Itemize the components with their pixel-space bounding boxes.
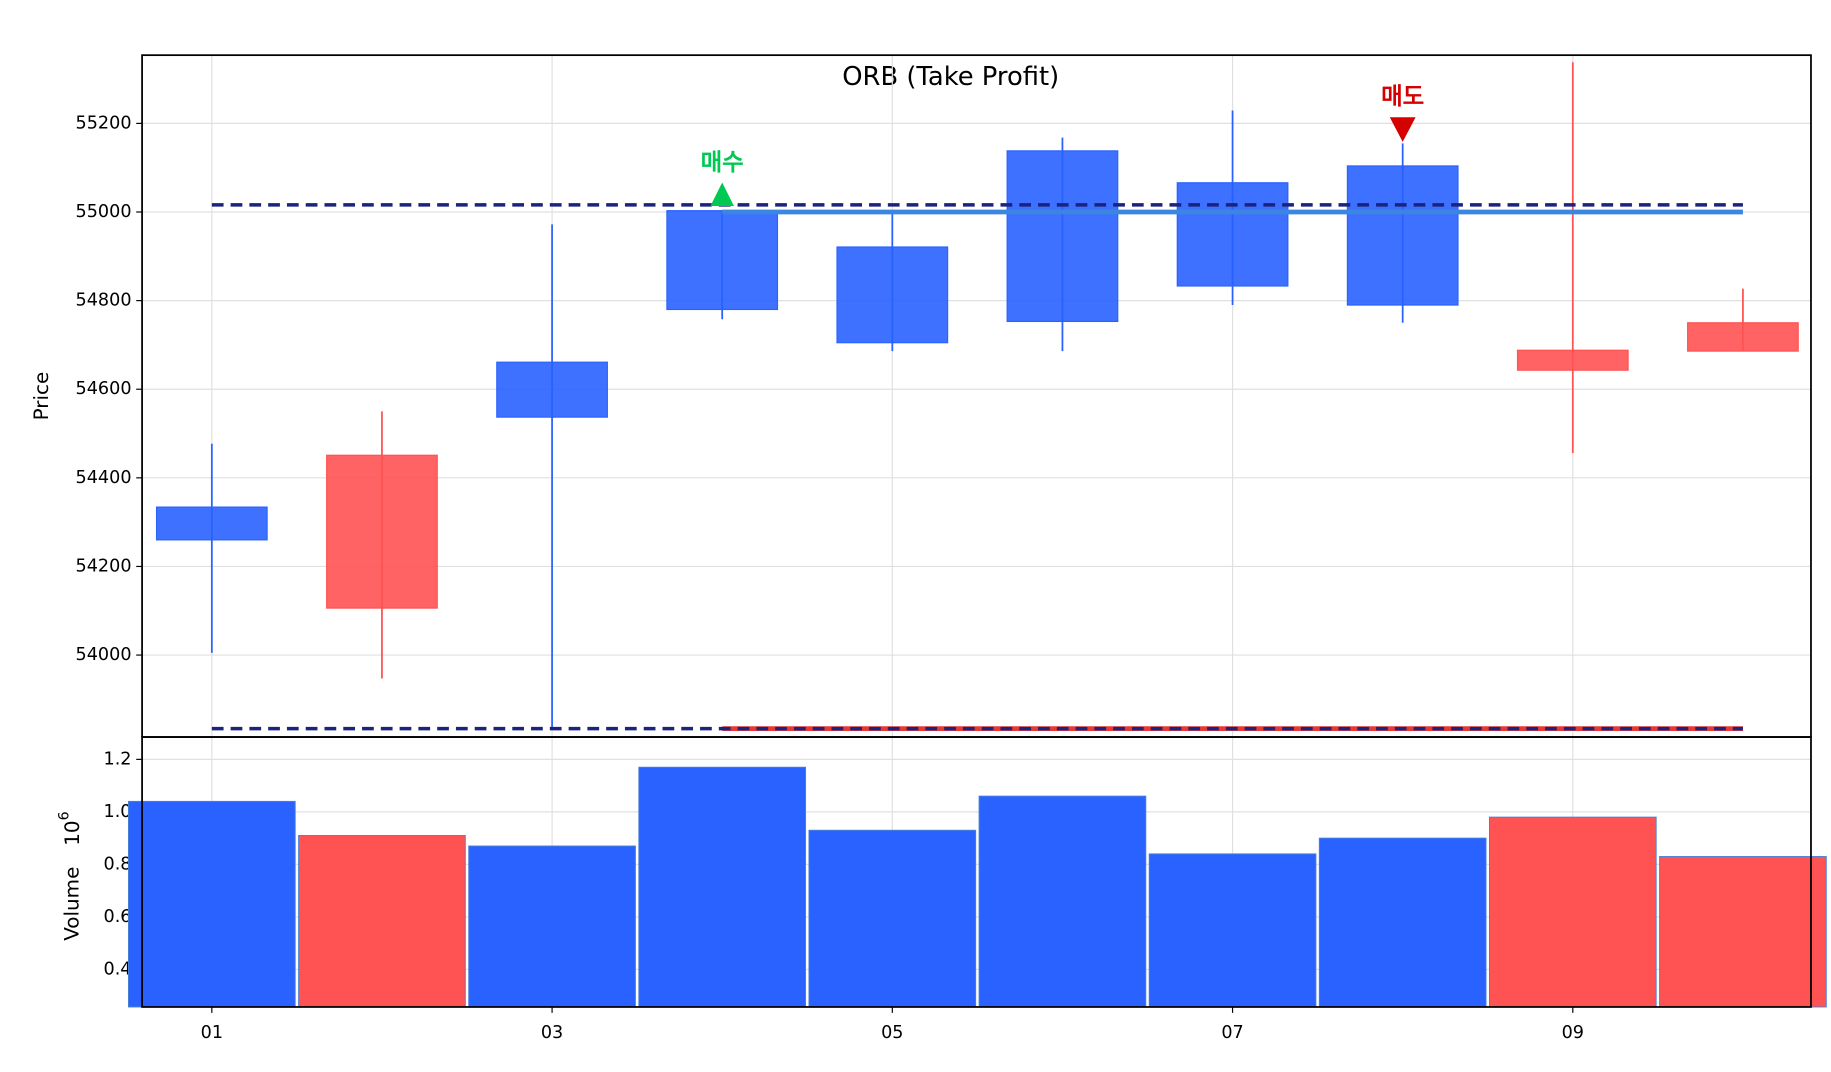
y-tick-label: 1.2 — [104, 749, 132, 769]
y-tick-label: 55200 — [76, 113, 132, 133]
trade-marker — [710, 182, 734, 206]
candle-body — [836, 246, 949, 344]
volume-bar — [978, 795, 1147, 1008]
candle-body — [1346, 165, 1459, 306]
volume-bar — [1659, 856, 1827, 1008]
x-tick-label: 03 — [541, 1023, 563, 1043]
y-tick-label: 54000 — [76, 645, 132, 665]
x-tick-label: 09 — [1562, 1023, 1584, 1043]
axis-offset: 106 — [57, 811, 84, 845]
y-tick-label: 0.8 — [104, 854, 132, 874]
candle-body — [326, 454, 438, 609]
y-tick-label: 1.0 — [104, 802, 132, 822]
y-axis-label: Volume — [59, 867, 83, 941]
chart-title: ORB (Take Profit) — [842, 62, 1059, 92]
offset-exponent: 6 — [57, 811, 73, 820]
candle-body — [1176, 182, 1289, 287]
plot-frame — [141, 54, 1812, 738]
y-tick-label: 54800 — [76, 291, 132, 311]
y-tick-label: 0.4 — [104, 959, 132, 979]
volume-bar — [298, 835, 466, 1008]
trade-label: 매도 — [1381, 82, 1424, 110]
trade-label: 매수 — [701, 148, 744, 176]
volume-bar — [468, 845, 636, 1008]
y-tick-label: 55000 — [76, 202, 132, 222]
volume-bar — [808, 829, 977, 1008]
volume-bar — [128, 800, 296, 1008]
volume-bar — [638, 766, 807, 1008]
x-tick-label: 01 — [201, 1023, 223, 1043]
candle-body — [1006, 150, 1119, 323]
x-tick-label: 07 — [1221, 1023, 1243, 1043]
y-tick-label: 54600 — [76, 379, 132, 399]
candle-body — [1516, 349, 1629, 371]
candle-body — [496, 361, 608, 418]
candle-body — [1687, 322, 1799, 352]
plot-frame — [141, 736, 1812, 1008]
x-tick-label: 05 — [881, 1023, 903, 1043]
volume-bar — [1488, 816, 1657, 1008]
offset-base: 10 — [59, 820, 83, 845]
candle-body — [155, 506, 268, 541]
trade-marker — [1389, 117, 1416, 142]
y-tick-label: 54200 — [76, 556, 132, 576]
volume-bar — [1318, 837, 1487, 1008]
y-tick-label: 0.6 — [104, 907, 132, 927]
candle-body — [666, 210, 779, 311]
y-axis-label: Price — [29, 372, 53, 421]
volume-bar — [1148, 853, 1317, 1008]
y-tick-label: 54400 — [76, 468, 132, 488]
